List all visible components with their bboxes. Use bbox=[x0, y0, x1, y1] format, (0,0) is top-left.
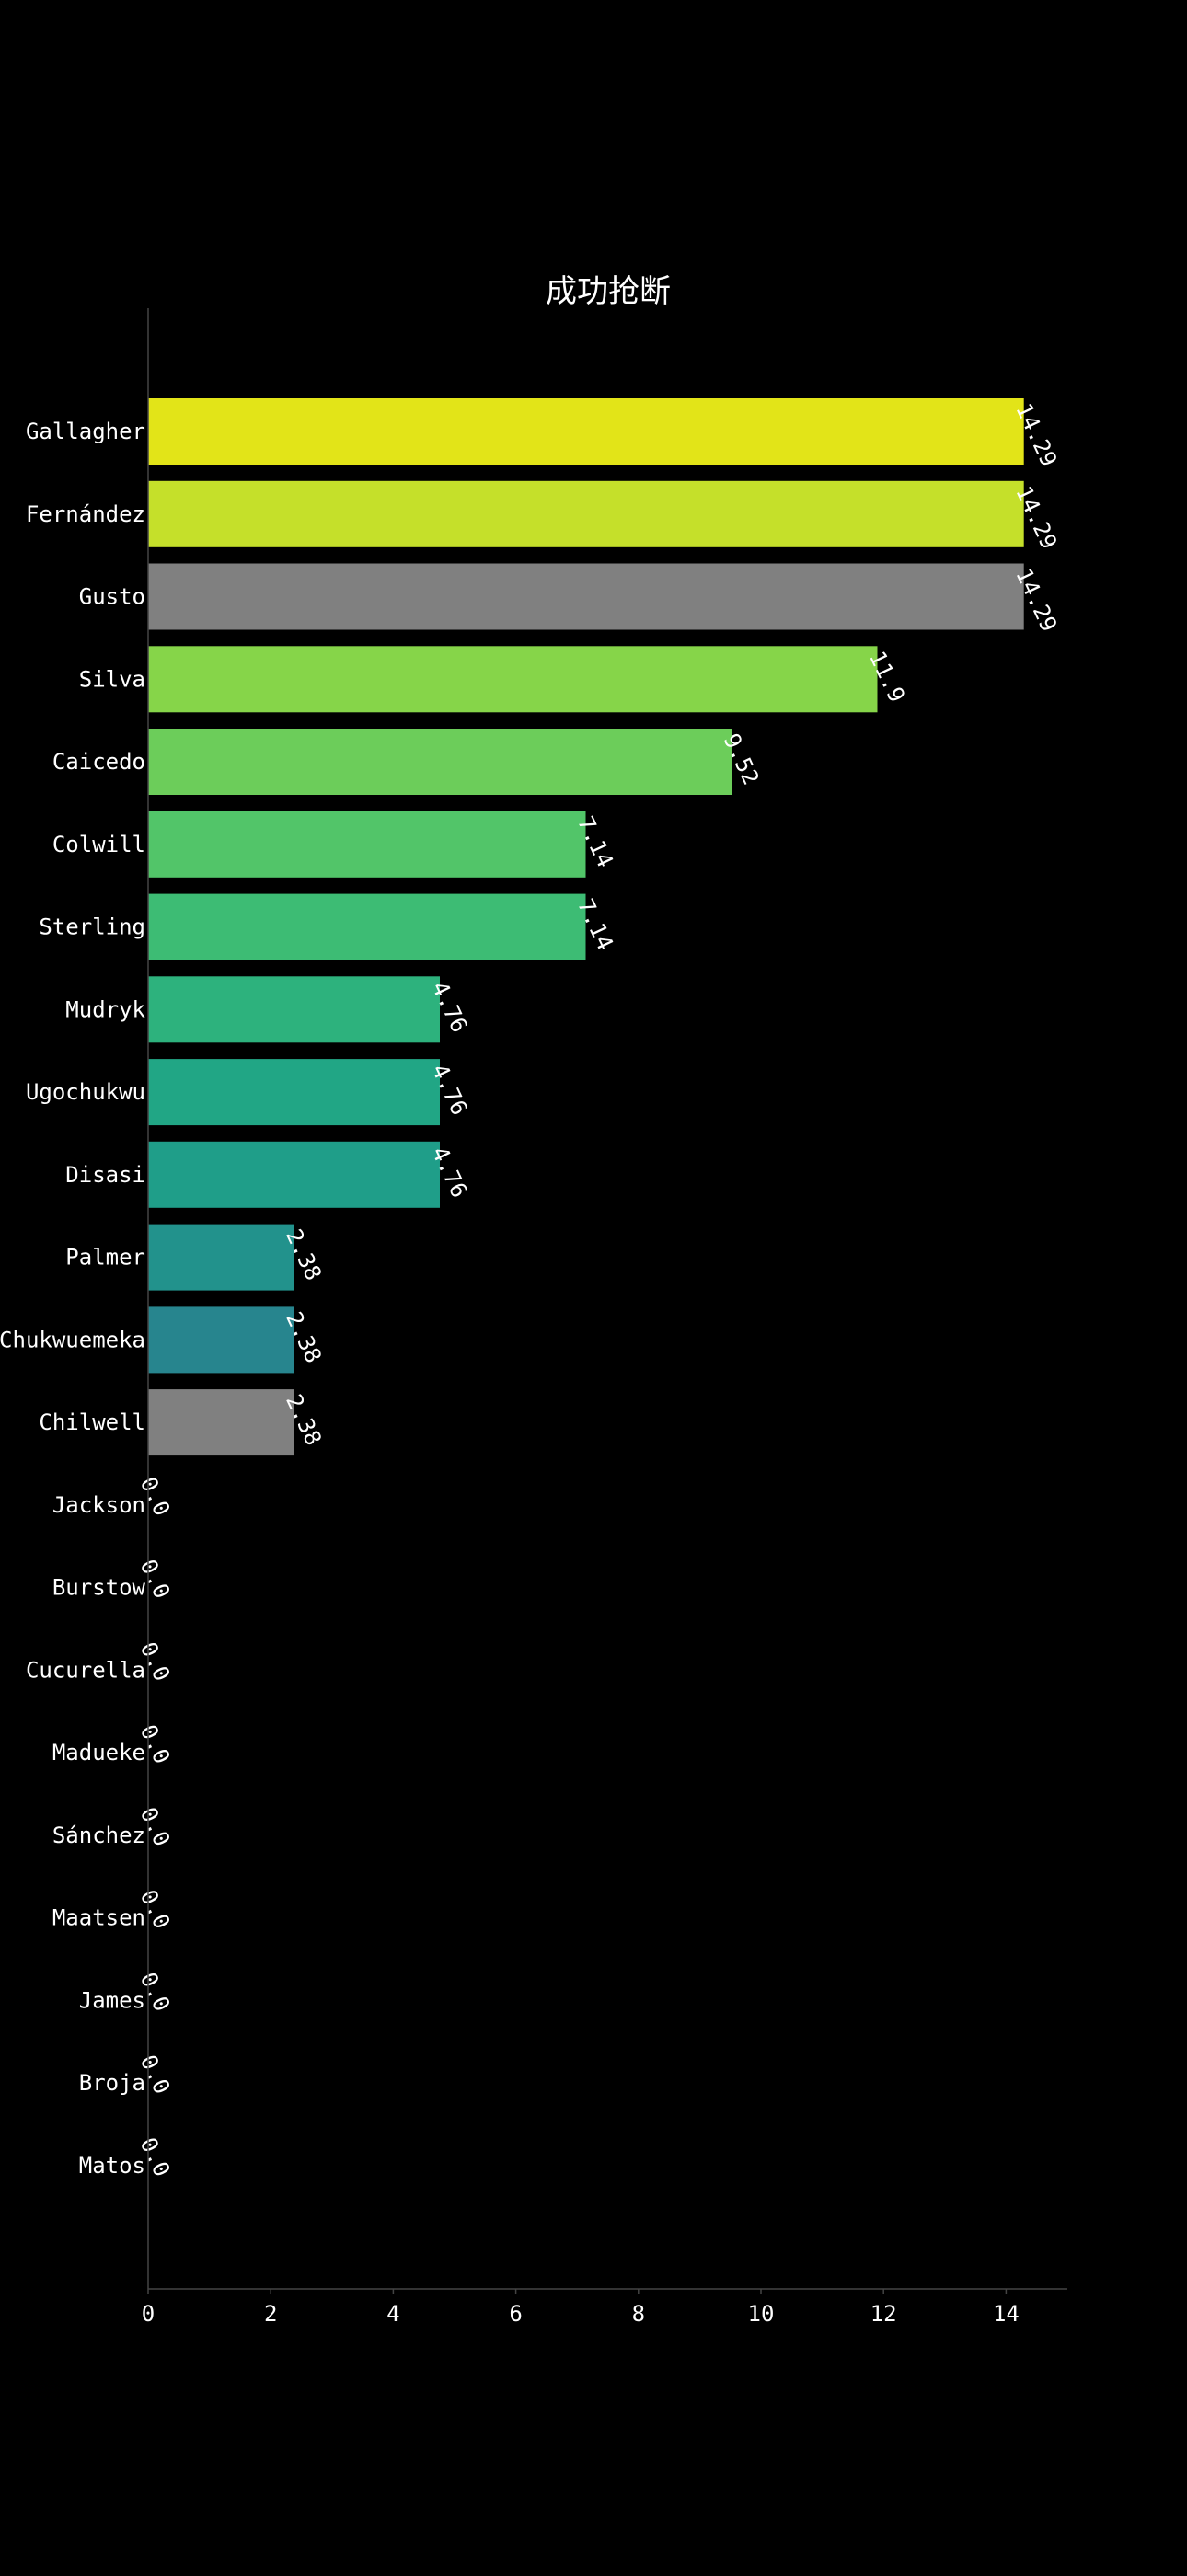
bar-10 bbox=[148, 1224, 294, 1291]
x-tick-label: 14 bbox=[993, 2301, 1020, 2327]
category-label: Cucurella bbox=[26, 1657, 145, 1683]
category-label: Gusto bbox=[79, 584, 145, 610]
category-label: Maatsen bbox=[52, 1905, 145, 1931]
bar-7 bbox=[148, 976, 440, 1043]
x-tick-label: 12 bbox=[870, 2301, 897, 2327]
category-label: Broja bbox=[79, 2070, 145, 2096]
category-label: Chukwuemeka bbox=[0, 1327, 145, 1352]
category-label: Burstow bbox=[52, 1575, 146, 1601]
x-tick-label: 4 bbox=[386, 2301, 399, 2327]
category-label: Gallagher bbox=[26, 419, 145, 444]
category-label: Fernández bbox=[26, 501, 145, 527]
category-label: Silva bbox=[79, 666, 145, 692]
category-label: Chilwell bbox=[39, 1409, 145, 1435]
category-label: Palmer bbox=[65, 1245, 145, 1271]
category-label: Disasi bbox=[65, 1162, 145, 1188]
category-label: Jackson bbox=[52, 1492, 145, 1518]
x-tick-label: 10 bbox=[748, 2301, 775, 2327]
chart-title: 成功抢断 bbox=[546, 273, 671, 310]
axes-layer: Gallagher Fernández Gusto Silva Caicedo Colwi… bbox=[0, 308, 1067, 2327]
x-tick-label: 2 bbox=[264, 2301, 277, 2327]
x-tick-label: 8 bbox=[632, 2301, 645, 2327]
bar-11 bbox=[148, 1306, 294, 1374]
bar-9 bbox=[148, 1141, 440, 1208]
bars-layer: 14.2914.2914.2911.99.527.147.144.764.764… bbox=[135, 398, 1062, 2180]
category-label: Sánchez bbox=[52, 1823, 145, 1848]
bar-0 bbox=[148, 398, 1024, 465]
bar-8 bbox=[148, 1059, 440, 1126]
category-label: Mudryk bbox=[65, 996, 145, 1022]
bar-1 bbox=[148, 480, 1024, 547]
category-label: James bbox=[79, 1987, 145, 2013]
category-label: Sterling bbox=[39, 914, 145, 940]
category-label: Madueke bbox=[52, 1740, 145, 1765]
bar-6 bbox=[148, 893, 586, 960]
category-label: Colwill bbox=[52, 832, 145, 857]
bar-12 bbox=[148, 1389, 294, 1456]
category-label: Caicedo bbox=[52, 749, 145, 775]
bar-2 bbox=[148, 563, 1024, 630]
bar-4 bbox=[148, 729, 732, 795]
x-tick-label: 0 bbox=[142, 2301, 155, 2327]
bar-3 bbox=[148, 646, 878, 713]
x-tick-label: 6 bbox=[509, 2301, 522, 2327]
category-label: Matos bbox=[79, 2153, 145, 2179]
category-label: Ugochukwu bbox=[26, 1079, 145, 1105]
bar-5 bbox=[148, 811, 586, 878]
